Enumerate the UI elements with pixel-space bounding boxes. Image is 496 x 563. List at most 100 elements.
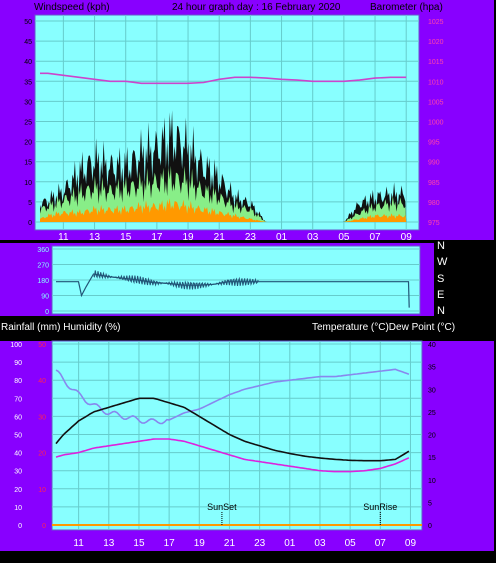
pressure-y-tick: 1020	[428, 39, 444, 46]
climate-x-tick: 05	[345, 538, 357, 549]
wind-y-tick: 30	[24, 99, 32, 106]
wind-x-tick: 15	[120, 232, 132, 243]
wind-x-tick: 13	[89, 232, 101, 243]
climate-x-tick: 07	[375, 538, 387, 549]
pressure-line	[40, 72, 407, 85]
pressure-y-tick: 1025	[428, 19, 444, 26]
direction-label-n-bottom: N	[437, 305, 445, 317]
rain-y-tick: 10	[38, 487, 46, 494]
rain-humidity-header: Rainfall (mm) Humidity (%)	[1, 322, 120, 333]
temp-y-tick: 10	[428, 478, 436, 485]
climate-x-tick: 19	[194, 538, 206, 549]
humidity-y-tick: 20	[14, 487, 22, 494]
wind-y-tick: 45	[24, 39, 32, 46]
pressure-y-tick: 975	[428, 220, 440, 227]
pressure-y-tick: 1000	[428, 120, 444, 127]
wind-x-tick: 03	[307, 232, 319, 243]
rain-y-tick: 40	[38, 378, 46, 385]
direction-y-tick: 270	[37, 263, 49, 270]
wind-x-tick: 01	[276, 232, 288, 243]
climate-plot-area	[51, 340, 423, 531]
wind-y-tick: 10	[24, 180, 32, 187]
wind-x-tick: 07	[369, 232, 381, 243]
pressure-y-tick: 1015	[428, 59, 444, 66]
wind-x-tick: 19	[182, 232, 194, 243]
wind-y-tick: 25	[24, 120, 32, 127]
rain-y-tick: 0	[42, 523, 46, 530]
pressure-y-tick: 1010	[428, 79, 444, 86]
direction-series	[56, 270, 410, 308]
rain-y-tick: 50	[38, 342, 46, 349]
climate-x-tick: 15	[133, 538, 145, 549]
wind-x-tick: 21	[214, 232, 226, 243]
direction-y-tick: 90	[41, 294, 49, 301]
pressure-y-tick: 990	[428, 160, 440, 167]
humidity-y-tick: 50	[14, 433, 22, 440]
climate-line-temperature	[55, 397, 410, 462]
windspeed-header: Windspeed (kph)	[34, 2, 110, 13]
temp-y-tick: 20	[428, 433, 436, 440]
rain-y-tick: 20	[38, 451, 46, 458]
wind-series	[40, 110, 407, 222]
graph-title: 24 hour graph day : 16 February 2020	[172, 2, 341, 13]
pressure-y-tick: 985	[428, 180, 440, 187]
rain-y-tick: 30	[38, 414, 46, 421]
humidity-y-tick: 70	[14, 396, 22, 403]
wind-y-tick: 20	[24, 140, 32, 147]
wind-y-tick: 40	[24, 59, 32, 66]
direction-label-e: E	[437, 289, 444, 301]
marker-sunrise-label: SunRise	[363, 502, 397, 512]
wind-x-tick: 11	[58, 232, 69, 243]
pressure-y-tick: 995	[428, 140, 440, 147]
humidity-y-tick: 40	[14, 451, 22, 458]
temp-y-tick: 25	[428, 410, 436, 417]
humidity-y-tick: 30	[14, 469, 22, 476]
humidity-y-tick: 10	[14, 505, 22, 512]
direction-noise	[93, 270, 259, 290]
direction-label-w: W	[437, 256, 448, 268]
temp-y-tick: 40	[428, 342, 436, 349]
climate-x-tick: 03	[314, 538, 326, 549]
axis-labels: 11 13 15 17 19 21 23 01 03 05 07 090510152025303540…	[10, 19, 443, 549]
climate-x-tick: 21	[224, 538, 236, 549]
temp-y-tick: 5	[428, 500, 432, 507]
temperature-dewpoint-header: Temperature (°C)Dew Point (°C)	[312, 322, 455, 333]
wind-y-tick: 35	[24, 79, 32, 86]
wind-y-tick: 50	[24, 19, 32, 26]
humidity-y-tick: 60	[14, 414, 22, 421]
temp-y-tick: 35	[428, 365, 436, 372]
humidity-y-tick: 0	[18, 523, 22, 530]
direction-label-s: S	[437, 273, 444, 285]
wind-x-tick: 23	[245, 232, 257, 243]
climate-x-tick: 17	[164, 538, 176, 549]
wind-y-tick: 15	[24, 160, 32, 167]
direction-label-n-top: N	[437, 240, 445, 252]
climate-x-tick: 09	[405, 538, 417, 549]
climate-line-humidity	[55, 368, 410, 425]
wind-x-tick: 09	[401, 232, 413, 243]
direction-y-tick: 180	[37, 278, 49, 285]
direction-y-tick: 0	[45, 309, 49, 316]
barometer-header: Barometer (hpa)	[370, 2, 443, 13]
temp-y-tick: 15	[428, 455, 436, 462]
wind-area-low	[40, 198, 407, 222]
temp-y-tick: 0	[428, 523, 432, 530]
climate-line-dew-point	[55, 438, 410, 473]
pressure-y-tick: 980	[428, 200, 440, 207]
wind-x-tick: 05	[338, 232, 350, 243]
wind-y-tick: 0	[28, 220, 32, 227]
pressure-y-tick: 1005	[428, 99, 444, 106]
climate-x-tick: 13	[103, 538, 115, 549]
marker-sunset-label: SunSet	[207, 502, 237, 512]
climate-x-tick: 01	[284, 538, 296, 549]
humidity-y-tick: 90	[14, 360, 22, 367]
pressure-series	[40, 72, 407, 85]
climate-series: SunSet SunRise	[52, 368, 422, 526]
wind-y-tick: 5	[28, 200, 32, 207]
wind-x-tick: 17	[151, 232, 163, 243]
humidity-y-tick: 100	[10, 342, 22, 349]
climate-x-tick: 11	[73, 538, 84, 549]
temp-y-tick: 30	[428, 387, 436, 394]
